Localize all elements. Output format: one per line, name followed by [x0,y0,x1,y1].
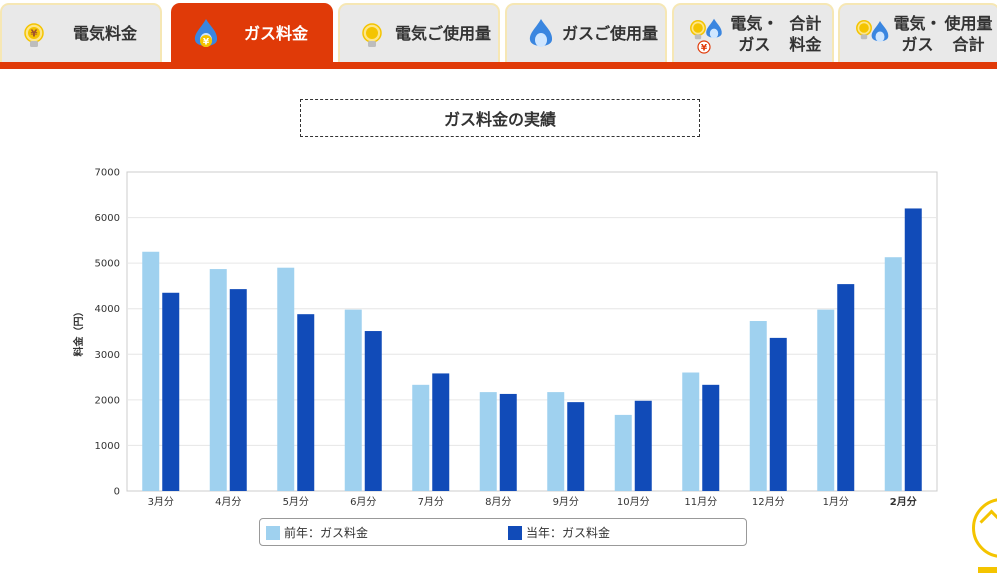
chart-title: ガス料金の実績 [300,99,700,137]
y-axis-label: 料金（円） [72,307,85,357]
x-tick-label: 11月分 [684,496,717,508]
bulb-icon [362,23,382,47]
bar-curr-year[interactable] [297,314,315,491]
plot-area [126,171,938,492]
bar-prev-year[interactable] [479,392,497,491]
x-tick-label: 7月分 [418,496,444,508]
x-tick-label: 1月分 [823,496,849,508]
bar-prev-year[interactable] [884,257,902,491]
tab-label: 電気・ガス 合計料金 [726,5,828,62]
legend-swatch-curr-year [508,525,522,540]
legend-swatch-prev-year [266,525,280,540]
scroll-top-label-strip [978,567,997,573]
bar-curr-year[interactable] [769,337,787,491]
tab-label: ガス料金 [225,5,327,62]
bar-curr-year[interactable] [634,400,652,491]
tab-label-line: 電気・ガス [893,13,942,54]
arrow-up-icon [979,509,997,534]
y-tick-label: 2000 [95,395,120,406]
bar-curr-year[interactable] [162,292,180,491]
svg-text:¥: ¥ [203,38,210,48]
y-tick-label: 3000 [95,350,120,361]
bulb-flame-yen-icon: ¥ [690,18,722,54]
y-tick-label: 0 [114,487,120,498]
legend-item-prev-year[interactable]: 前年：ガス料金 [266,524,368,541]
tab-bar-underline [0,62,997,69]
bar-prev-year[interactable] [344,309,362,491]
bar-prev-year[interactable] [209,269,227,491]
bar-chart: 0 1000 2000 3000 4000 5000 6000 7000 料金（円） 3月分 4月分… [72,168,938,508]
tab-bar: ¥ 電気料金 ¥ ガス料金 電気 ご使用量 ガス ご使用量 ¥ 電気・ガス 合計料金 … [0,0,997,70]
tab-label-line: 電気料金 [72,24,137,43]
y-tick-label: 6000 [95,213,120,224]
legend-label-curr-year: 当年：ガス料金 [526,526,611,540]
tab-gas-usage[interactable]: ガス ご使用量 [505,3,667,62]
svg-text:¥: ¥ [31,29,38,40]
tab-total-usage[interactable]: 電気・ガス 使用量合計 [838,3,997,62]
x-tick-label: 8月分 [485,496,511,508]
bar-prev-year[interactable] [682,372,700,491]
bar-curr-year[interactable] [364,331,382,491]
bulb-yen-icon: ¥ [24,23,44,47]
bar-prev-year[interactable] [412,384,430,491]
tab-total-fee[interactable]: ¥ 電気・ガス 合計料金 [672,3,834,62]
y-tick-label: 7000 [95,168,120,179]
tab-label-line: 電気・ガス [730,13,779,54]
tab-label-line: ガス [561,24,594,43]
x-tick-label: 5月分 [283,496,309,508]
x-tick-label: 6月分 [350,496,376,508]
y-tick-label: 4000 [95,304,120,315]
tab-label: 電気・ガス 使用量合計 [892,5,994,62]
bar-curr-year[interactable] [229,289,247,491]
tab-label: 電気料金 [54,5,156,62]
bar-prev-year[interactable] [277,267,295,491]
bar-curr-year[interactable] [904,208,922,491]
bar-prev-year[interactable] [817,309,835,491]
x-tick-label: 10月分 [617,496,650,508]
x-tick-label: 2月分 [890,495,917,508]
x-tick-label: 9月分 [553,496,579,508]
bar-prev-year[interactable] [547,392,565,491]
tab-elec-usage[interactable]: 電気 ご使用量 [338,3,500,62]
bar-curr-year[interactable] [432,373,450,491]
tab-label-line: 合計料金 [789,13,822,54]
flame-icon [529,19,553,47]
legend-label-prev-year: 前年：ガス料金 [284,526,369,540]
y-tick-label: 1000 [95,441,120,452]
bar-curr-year[interactable] [567,402,585,491]
tab-gas-fee[interactable]: ¥ ガス料金 [171,3,333,62]
svg-text:¥: ¥ [701,44,708,54]
x-tick-label: 3月分 [148,496,174,508]
flame-yen-icon: ¥ [194,19,218,48]
bar-prev-year[interactable] [142,251,160,491]
legend-item-curr-year[interactable]: 当年：ガス料金 [508,524,610,541]
tab-label-line: ガス料金 [243,24,308,43]
bar-curr-year[interactable] [837,284,855,491]
tab-label-line: 使用量合計 [944,13,993,54]
x-tick-label: 12月分 [752,496,785,508]
chart-legend: 前年：ガス料金 当年：ガス料金 [259,518,747,546]
tab-label-line: ご使用量 [594,24,659,43]
x-tick-label: 4月分 [215,496,241,508]
bar-curr-year[interactable] [702,384,720,491]
bulb-flame-icon [856,20,889,42]
tab-label: 電気 ご使用量 [392,5,494,62]
bar-curr-year[interactable] [499,393,517,491]
bar-prev-year[interactable] [749,321,767,491]
bar-prev-year[interactable] [614,414,632,491]
tab-label-line: 電気 [394,24,427,43]
tab-label-line: ご使用量 [427,24,492,43]
tab-label: ガス ご使用量 [559,5,661,62]
y-tick-label: 5000 [95,259,120,270]
tab-elec-fee[interactable]: ¥ 電気料金 [0,3,162,62]
